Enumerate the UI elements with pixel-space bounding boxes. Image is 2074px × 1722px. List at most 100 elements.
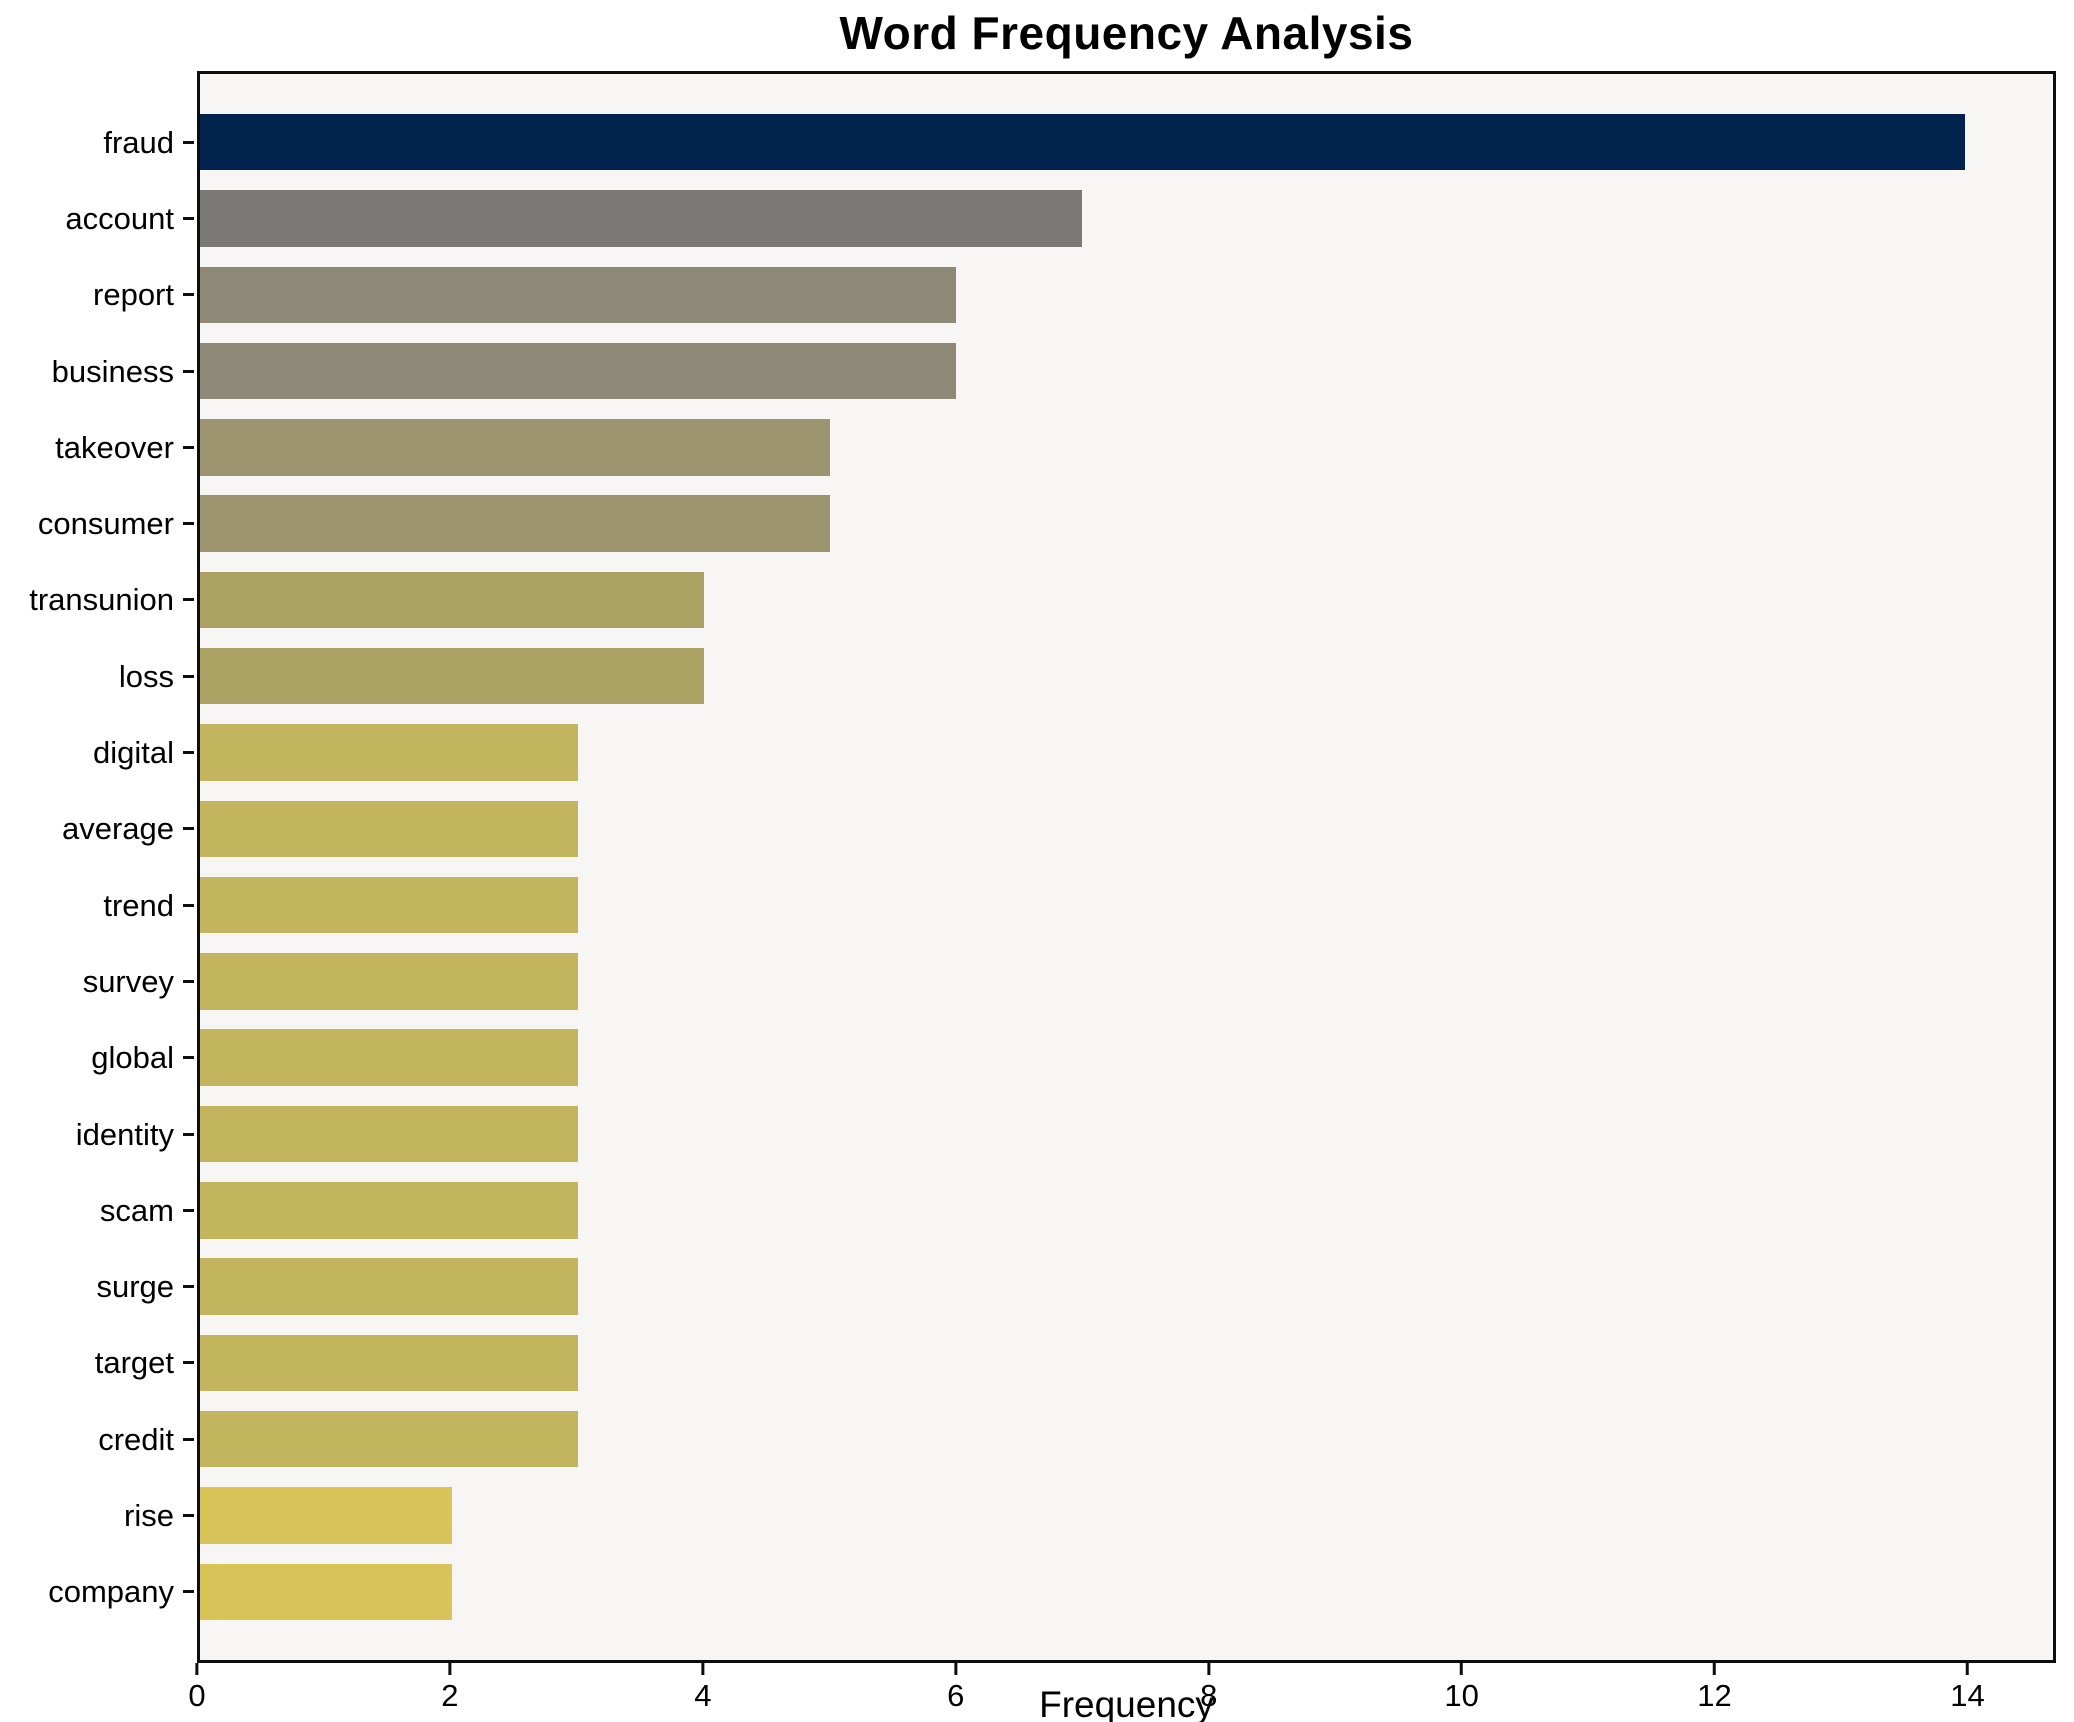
y-tick-row: takeover xyxy=(0,409,194,485)
bar-row xyxy=(200,943,2053,1019)
y-tick-mark xyxy=(183,674,194,678)
y-tick-mark xyxy=(183,1285,194,1289)
bar-row xyxy=(200,714,2053,790)
bar-row xyxy=(200,867,2053,943)
bar-rise xyxy=(200,1487,453,1544)
bar-row xyxy=(200,791,2053,867)
y-tick-row: credit xyxy=(0,1401,194,1477)
x-tick-label: 4 xyxy=(694,1678,712,1713)
x-tick: 12 xyxy=(1697,1663,1732,1711)
x-tick: 10 xyxy=(1444,1663,1479,1713)
y-tick-row: average xyxy=(0,791,194,867)
y-tick-row: consumer xyxy=(0,485,194,561)
y-tick-row: business xyxy=(0,333,194,409)
y-tick-label: business xyxy=(51,353,174,389)
x-tick-label: 14 xyxy=(1950,1678,1985,1713)
y-tick-label: company xyxy=(48,1574,174,1610)
y-tick-row: trend xyxy=(0,867,194,943)
bar-row xyxy=(200,333,2053,409)
y-tick-row: account xyxy=(0,180,194,256)
x-tick-mark xyxy=(448,1663,452,1675)
y-tick-mark xyxy=(183,979,194,983)
y-tick-label: credit xyxy=(98,1421,174,1457)
x-tick-mark xyxy=(1207,1663,1211,1675)
y-tick-mark xyxy=(183,751,194,755)
y-tick-row: fraud xyxy=(0,104,194,180)
y-tick-mark xyxy=(183,1590,194,1594)
y-tick-row: survey xyxy=(0,943,194,1019)
bar-takeover xyxy=(200,419,831,476)
bar-surge xyxy=(200,1258,579,1315)
x-tick-mark xyxy=(1965,1663,1969,1675)
y-tick-row: global xyxy=(0,1020,194,1096)
bar-company xyxy=(200,1563,453,1621)
chart-title: Word Frequency Analysis xyxy=(839,7,1414,59)
y-tick-label: global xyxy=(91,1040,174,1076)
y-tick-label: rise xyxy=(124,1497,174,1533)
y-axis-labels: fraud account report business takeover consum… xyxy=(0,74,194,1660)
y-tick-mark xyxy=(183,1208,194,1212)
bar-row xyxy=(200,409,2053,485)
y-tick-row: loss xyxy=(0,638,194,714)
bar-fraud xyxy=(200,113,1965,171)
y-tick-mark xyxy=(183,216,194,220)
bar-trend xyxy=(200,876,579,934)
y-tick-mark xyxy=(183,1513,194,1517)
y-tick-mark xyxy=(183,903,194,907)
bar-account xyxy=(200,190,1083,247)
y-tick-label: transunion xyxy=(29,582,174,618)
x-tick-label: 0 xyxy=(188,1678,206,1713)
y-tick-mark xyxy=(183,827,194,831)
y-tick-mark xyxy=(183,598,194,602)
bar-row xyxy=(200,1554,2053,1630)
y-tick-row: scam xyxy=(0,1172,194,1248)
y-tick-mark xyxy=(183,522,194,526)
y-tick-row: target xyxy=(0,1325,194,1401)
y-tick-row: digital xyxy=(0,714,194,790)
bar-target xyxy=(200,1334,579,1392)
y-tick-label: takeover xyxy=(55,429,174,465)
y-tick-label: loss xyxy=(118,658,174,694)
bar-scam xyxy=(200,1182,579,1239)
bars-area xyxy=(200,104,2053,1630)
bar-row xyxy=(200,1477,2053,1553)
x-axis: 0 2 4 6 8 10 12 14 xyxy=(188,1663,2056,1719)
bar-global xyxy=(200,1029,579,1086)
y-tick-row: transunion xyxy=(0,562,194,638)
bar-row xyxy=(200,638,2053,714)
y-tick-mark xyxy=(183,140,194,144)
x-tick-mark xyxy=(701,1663,705,1675)
bar-transunion xyxy=(200,571,705,629)
y-tick-label: average xyxy=(61,811,174,847)
bar-business xyxy=(200,342,957,400)
bar-row xyxy=(200,485,2053,561)
y-tick-mark xyxy=(183,1361,194,1365)
y-tick-row: company xyxy=(0,1554,194,1630)
bar-row xyxy=(200,180,2053,256)
bar-consumer xyxy=(200,495,831,552)
bar-row xyxy=(200,1172,2053,1248)
y-tick-label: target xyxy=(94,1345,174,1381)
x-tick-mark xyxy=(195,1663,199,1675)
y-tick-label: scam xyxy=(99,1192,174,1228)
bar-row xyxy=(200,1020,2053,1096)
bar-row xyxy=(200,1325,2053,1401)
y-tick-row: surge xyxy=(0,1248,194,1324)
x-tick: 6 xyxy=(947,1663,964,1711)
x-tick-label: 10 xyxy=(1444,1678,1479,1713)
bar-loss xyxy=(200,648,705,705)
y-tick-row: report xyxy=(0,257,194,333)
x-tick-mark xyxy=(1460,1663,1464,1675)
bar-digital xyxy=(200,724,579,781)
bar-credit xyxy=(200,1410,579,1468)
y-tick-label: trend xyxy=(103,887,174,923)
x-axis-title: Frequency xyxy=(1039,1684,1214,1722)
x-tick: 14 xyxy=(1950,1663,1985,1713)
bar-row xyxy=(200,104,2053,180)
y-tick-label: digital xyxy=(93,735,174,771)
bar-row xyxy=(200,257,2053,333)
x-tick: 0 xyxy=(188,1663,206,1713)
y-tick-mark xyxy=(183,1132,194,1136)
bar-report xyxy=(200,266,957,323)
